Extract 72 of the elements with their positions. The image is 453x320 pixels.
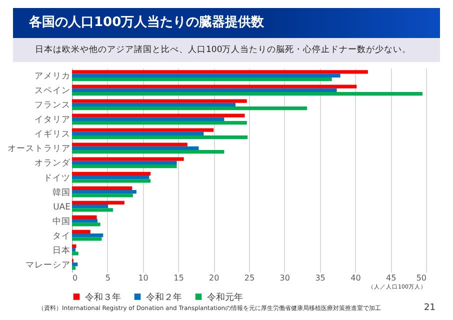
bar: [72, 157, 184, 161]
bar: [72, 179, 151, 183]
y-tick-label: タイ: [52, 231, 70, 242]
bar: [72, 208, 114, 212]
bar: [72, 204, 108, 208]
chart-subtitle: 日本は欧米や他のアジア諸国と比べ、人口100万人当たりの脳死・心停止ドナー数が少ない。: [13, 38, 440, 62]
bar: [72, 160, 177, 165]
bar: [72, 132, 204, 136]
bar: [72, 219, 98, 223]
bar: [72, 146, 199, 150]
bar: [72, 266, 76, 270]
x-tick-label: 15: [174, 274, 184, 282]
bar: [72, 190, 136, 194]
bar: [72, 172, 151, 176]
bar: [72, 150, 224, 154]
chart-title: 各国の人口100万人当たりの臓器提供数: [13, 8, 440, 38]
x-tick-label: 45: [386, 274, 396, 282]
bar: [72, 262, 78, 266]
bar: [72, 102, 236, 106]
x-tick-label: 0: [72, 274, 78, 282]
x-tick-label: 5: [105, 274, 110, 282]
bar: [72, 74, 340, 78]
bar: [72, 106, 308, 110]
y-tick-label: 日本: [52, 244, 70, 256]
y-tick-label: オランダ: [34, 158, 72, 169]
y-tick-label: イギリス: [34, 128, 70, 140]
bar: [72, 186, 132, 190]
x-tick-label: 10: [138, 274, 148, 282]
bar: [72, 88, 337, 92]
bar: [72, 234, 104, 238]
x-tick-label: 20: [209, 274, 220, 282]
y-tick-label: マレーシア: [26, 260, 70, 270]
bar: [72, 252, 78, 256]
legend-label: 令和元年: [207, 292, 243, 303]
bar: [72, 70, 368, 74]
x-tick-label: 50: [416, 274, 426, 282]
y-tick-label: 中国: [52, 216, 70, 227]
y-tick-label: UAE: [53, 202, 70, 212]
bar: [72, 99, 247, 103]
bar: [72, 92, 422, 96]
y-tick-label: フランス: [34, 100, 70, 111]
y-tick-label: スペイン: [34, 86, 70, 96]
bar: [72, 136, 248, 140]
x-tick-label: 40: [350, 274, 361, 282]
bar: [72, 120, 247, 125]
bar: [72, 200, 124, 204]
y-tick-label: ドイツ: [44, 173, 70, 184]
y-tick-label: アメリカ: [34, 72, 70, 82]
x-tick-label: 30: [280, 274, 290, 282]
bar: [72, 194, 133, 198]
y-tick-label: イタリア: [34, 115, 70, 126]
x-tick-label: 25: [244, 274, 255, 282]
text: 21: [424, 303, 436, 313]
bar: [72, 175, 150, 180]
bar: [72, 117, 224, 121]
bar: [72, 215, 97, 220]
y-tick-label: 韓国: [52, 186, 70, 198]
bar: [72, 230, 90, 234]
bar: [72, 128, 214, 132]
bar: [72, 244, 76, 248]
bar: [72, 222, 100, 226]
legend-label: 令和２年: [146, 292, 182, 303]
bar: [72, 84, 357, 88]
bar: [72, 77, 332, 82]
bar: [72, 248, 76, 252]
legend-label: 令和３年: [85, 292, 121, 303]
x-tick-label: 35: [315, 274, 326, 282]
bar: [72, 237, 102, 241]
bar: [72, 114, 245, 118]
bar: [72, 164, 177, 168]
bar: [72, 142, 188, 146]
y-tick-label: オーストラリア: [8, 144, 70, 154]
